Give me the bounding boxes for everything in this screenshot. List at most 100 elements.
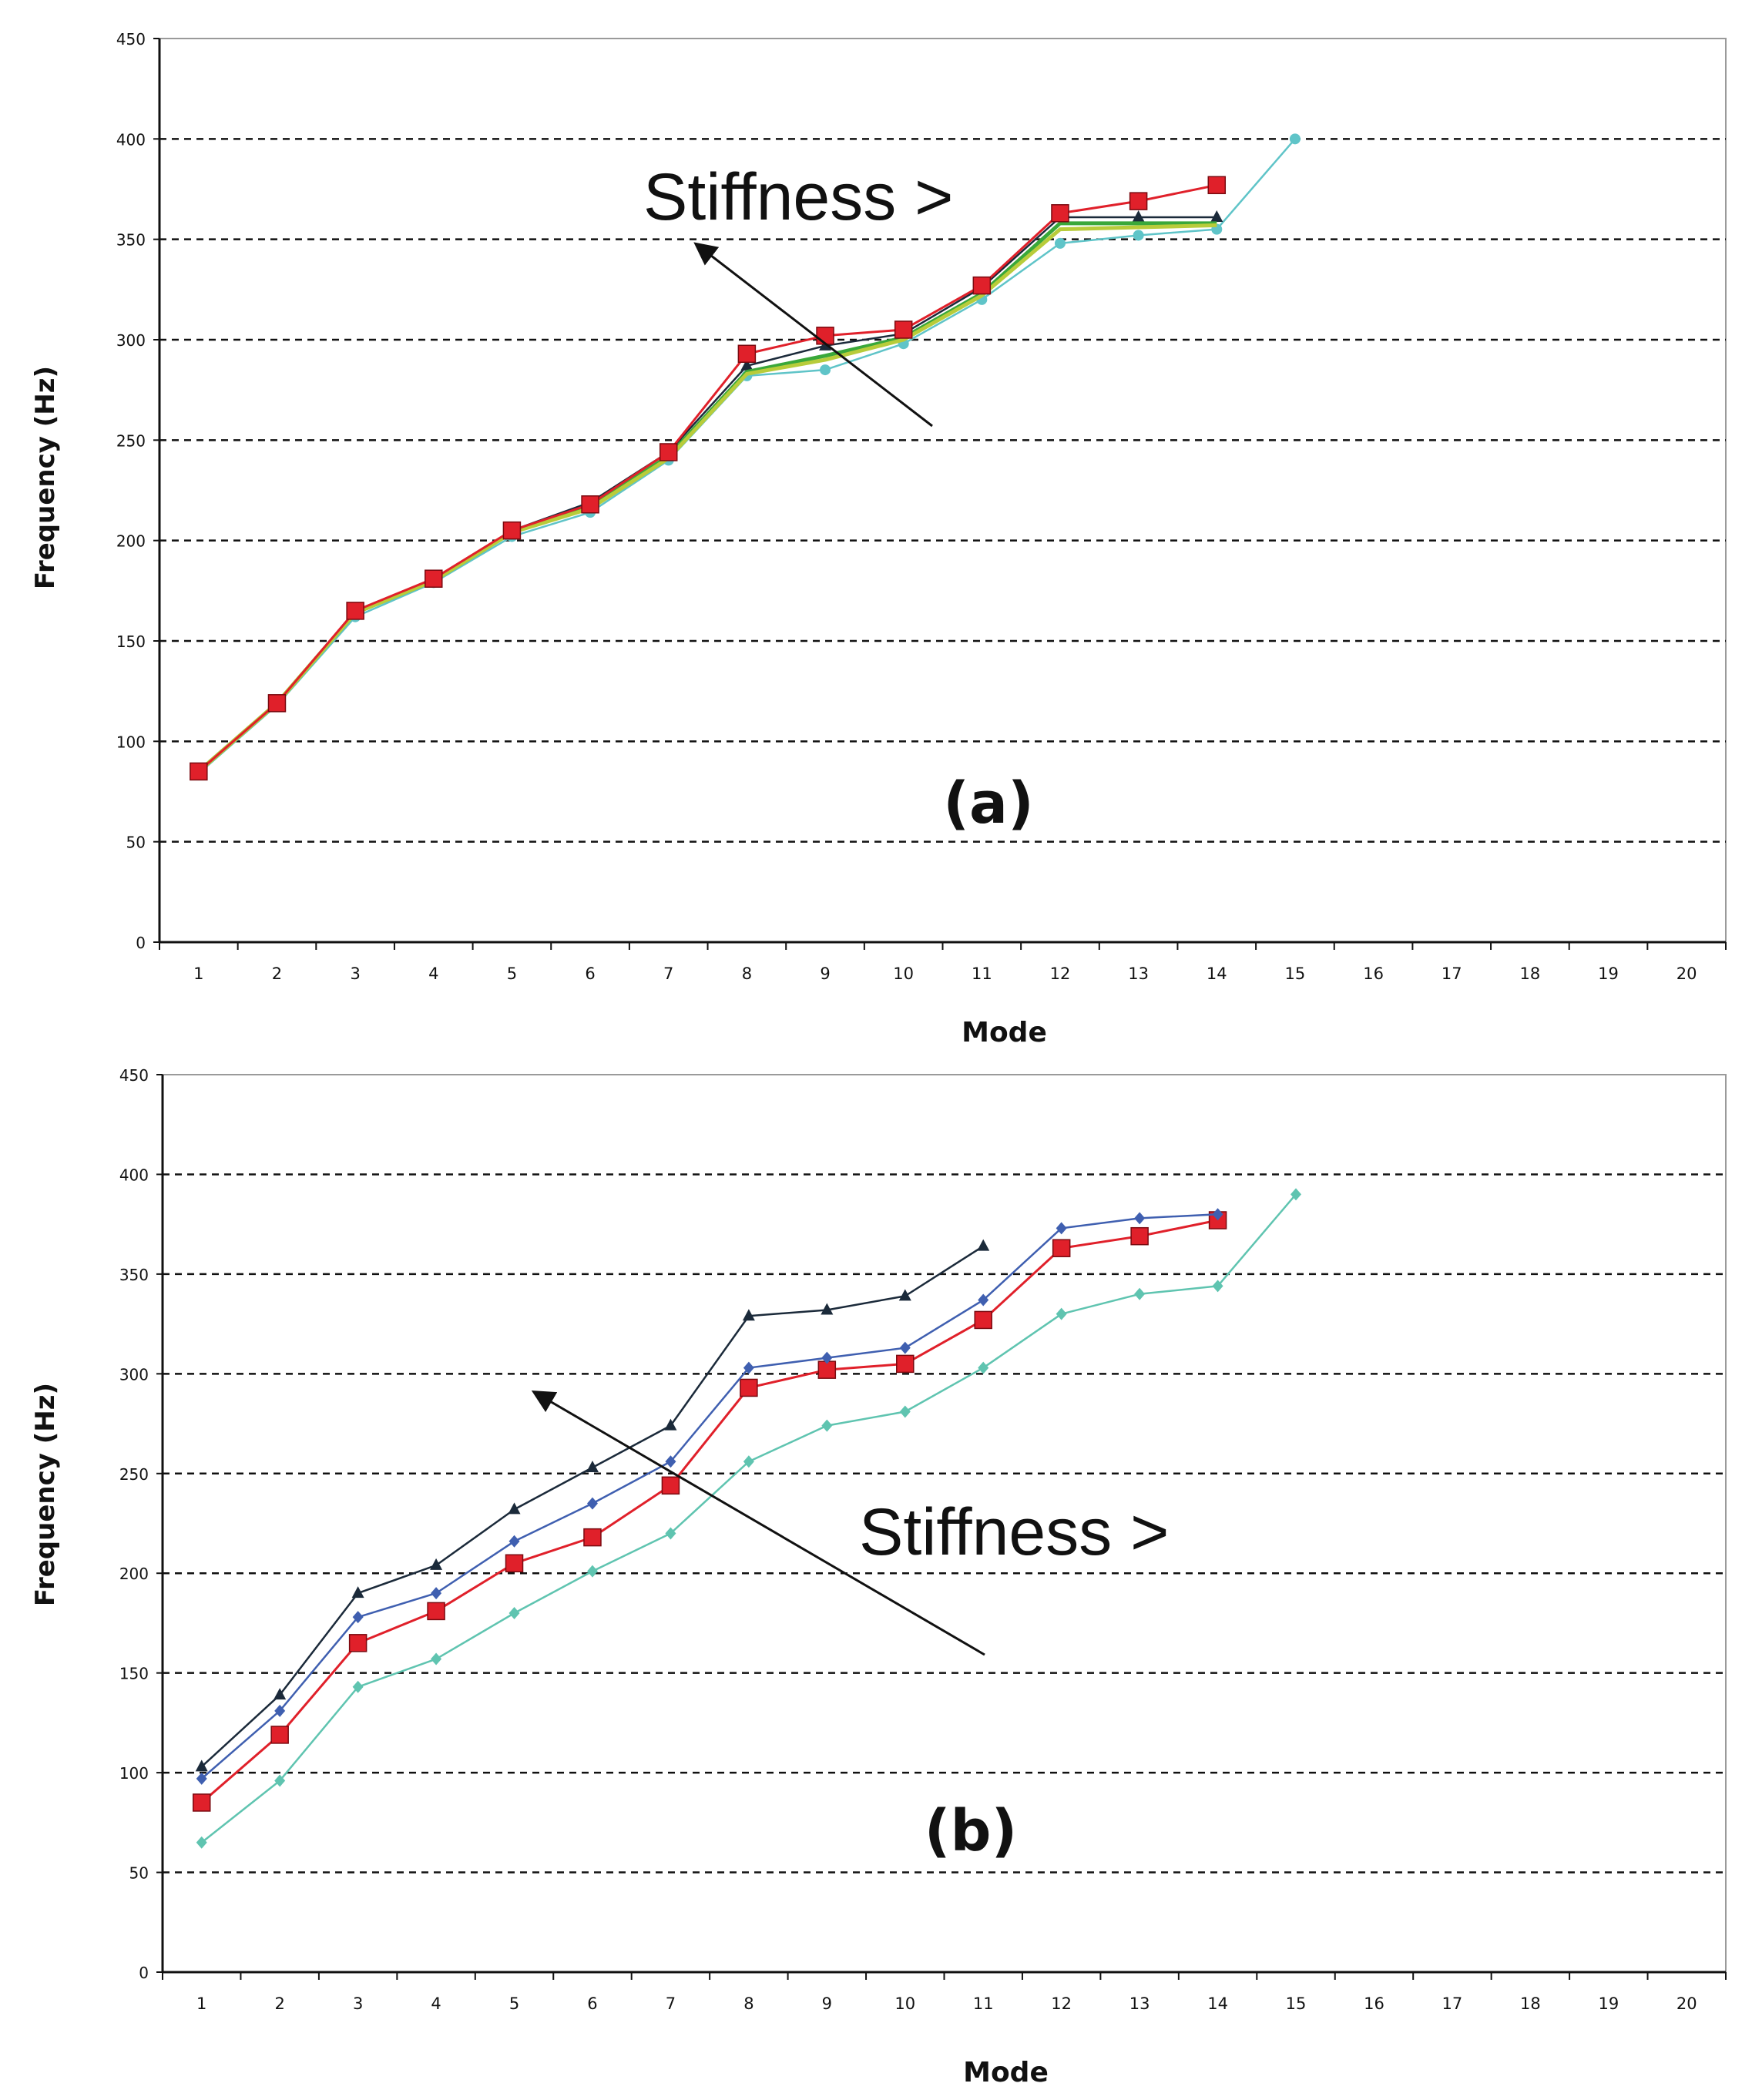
chart-b-ytick-label: 100 <box>119 1764 149 1783</box>
chart-a-series-red-point <box>346 602 364 620</box>
chart-a-xtick-label: 7 <box>663 964 673 983</box>
chart-b-y-axis-title: Frequency (Hz) <box>30 1383 61 1606</box>
chart-a-stiffness-arrow <box>693 242 933 428</box>
chart-a-series-red-point <box>972 276 992 295</box>
chart-b-series-black-point <box>274 1688 287 1700</box>
chart-b-xtick-label: 19 <box>1598 1994 1619 2013</box>
chart-a-panel-label: (a) <box>943 770 1034 837</box>
chart-a-series-red-point <box>737 344 757 363</box>
chart-b-series-cyan-point <box>899 1405 911 1418</box>
chart-a-xtick-label: 14 <box>1207 964 1227 983</box>
chart-a-ytick-label: 50 <box>126 834 146 852</box>
chart-b-xtick-label: 14 <box>1207 1994 1228 2013</box>
chart-a-ytick-label: 300 <box>116 331 146 350</box>
chart-a-series-red-point <box>425 569 443 588</box>
chart-a-ytick-label: 400 <box>116 130 146 149</box>
chart-a-xtick-label: 12 <box>1050 964 1071 983</box>
chart-b-stiffness-annotation: Stiffness > <box>859 1495 1169 1569</box>
chart-b-xtick-label: 13 <box>1129 1994 1150 2013</box>
chart-a-series-red-point <box>1051 204 1069 223</box>
chart-b-series-cyan-point <box>508 1607 520 1619</box>
chart-b-xtick-label: 8 <box>743 1994 753 2013</box>
chart-b-xtick-label: 11 <box>973 1994 994 2013</box>
chart-b-series-red-point <box>270 1726 289 1744</box>
chart-b-series-blue-line <box>200 1213 1218 1780</box>
chart-b-series-blue-point <box>821 1351 833 1364</box>
chart-b-ytick-label: 350 <box>119 1266 149 1284</box>
chart-a-series-red-point <box>659 443 678 461</box>
chart-a-series-red-point <box>267 694 287 713</box>
chart-b-ytick-label: 0 <box>139 1964 149 1982</box>
chart-b-series-blue-point <box>743 1361 754 1374</box>
chart-b-series-black-point <box>977 1239 990 1251</box>
chart-b-xtick-label: 10 <box>894 1994 915 2013</box>
chart-b-xtick-label: 20 <box>1676 1994 1697 2013</box>
chart-b-xtick-label: 1 <box>196 1994 206 2013</box>
chart-a-series-green-line <box>197 221 1217 773</box>
chart-b-series-black-point <box>821 1303 834 1315</box>
chart-a-series-black-point <box>1132 210 1145 222</box>
chart-b-ytick-label: 200 <box>119 1565 149 1583</box>
chart-a-series-cyan-point <box>1289 133 1301 145</box>
chart-b-series-cyan-point <box>431 1652 442 1666</box>
chart-b-xtick-label: 7 <box>666 1994 676 2013</box>
chart-b-series-blue-point <box>274 1704 286 1717</box>
chart-a-ytick-label: 200 <box>116 532 146 551</box>
chart-b-series-cyan-point <box>743 1455 754 1468</box>
chart-b-xtick-label: 3 <box>353 1994 363 2013</box>
chart-b-series-blue-point <box>1134 1212 1146 1225</box>
chart-a-xtick-label: 13 <box>1128 964 1149 983</box>
chart-b-series-red-point <box>427 1602 445 1621</box>
chart-a-xtick-label: 16 <box>1363 964 1384 983</box>
chart-a-xtick-label: 1 <box>193 964 203 983</box>
chart-a-series-cyan-point <box>820 364 831 376</box>
chart-a-series-red-point <box>894 320 913 339</box>
chart-b-xtick-label: 18 <box>1520 1994 1541 2013</box>
chart-a-xtick-label: 3 <box>350 964 360 983</box>
chart-b-series-black-point <box>586 1461 599 1473</box>
chart-b-series-blue-point <box>665 1455 676 1468</box>
chart-b-series-black-point <box>664 1418 677 1431</box>
chart-a-xtick-label: 11 <box>972 964 992 983</box>
chart-b-series-cyan-point <box>352 1680 364 1693</box>
chart-b-xtick-label: 4 <box>431 1994 441 2013</box>
chart-a-x-axis-title: Mode <box>962 1017 1047 1048</box>
chart-a-xtick-label: 19 <box>1598 964 1619 983</box>
chart-a-ytick-label: 250 <box>116 431 146 450</box>
chart-a-xtick-label: 8 <box>742 964 752 983</box>
chart-a-series-black-point <box>1210 210 1223 222</box>
chart-b-series-red-point <box>896 1354 915 1374</box>
chart-a-series-red-line <box>197 183 1217 773</box>
chart-b-series-blue-point <box>1212 1208 1223 1221</box>
chart-a-series-cyan-point <box>1054 237 1066 249</box>
chart-a-xtick-label: 5 <box>507 964 517 983</box>
chart-a-ytick-label: 350 <box>116 231 146 250</box>
chart-b-xtick-label: 2 <box>274 1994 284 2013</box>
chart-b-series-red-line <box>200 1219 1218 1804</box>
chart-b-xtick-label: 16 <box>1364 1994 1384 2013</box>
chart-b-series-red-point <box>192 1793 211 1812</box>
chart-a-xtick-label: 17 <box>1442 964 1462 983</box>
chart-b-series-red-point <box>505 1554 524 1573</box>
chart-a-xtick-label: 15 <box>1285 964 1306 983</box>
chart-b-series-cyan-point <box>586 1565 598 1578</box>
chart-b-series-red-point <box>1052 1239 1071 1257</box>
chart-b-series-red-point <box>974 1310 992 1330</box>
chart-b-series-blue-point <box>431 1587 442 1600</box>
chart-a-xtick-label: 20 <box>1676 964 1697 983</box>
chart-b-series-red-point <box>661 1476 680 1495</box>
chart-b-series-blue-point <box>978 1293 989 1307</box>
chart-b-panel-label: (b) <box>925 1798 1018 1864</box>
chart-b-series-black-point <box>898 1289 911 1301</box>
chart-a-ytick-label: 150 <box>116 632 146 651</box>
chart-b-series-red-point <box>583 1528 602 1547</box>
chart-a-series-black-line <box>198 216 1217 773</box>
chart-b-series-blue-point <box>586 1497 598 1510</box>
chart-b-xtick-label: 6 <box>587 1994 597 2013</box>
chart-a-y-axis-title: Frequency (Hz) <box>30 366 61 589</box>
chart-b-series-blue-point <box>508 1535 520 1548</box>
chart-b-series-blue-point <box>899 1341 911 1354</box>
